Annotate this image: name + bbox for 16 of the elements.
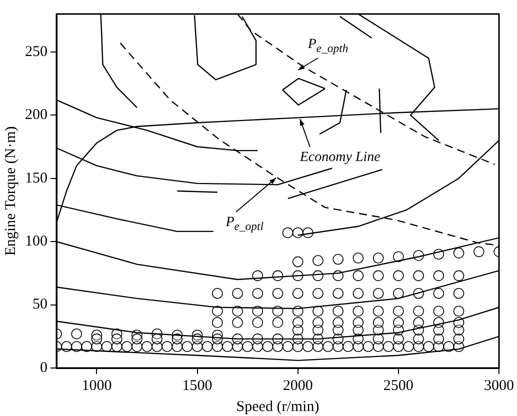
y-tick-label: 0 [40, 360, 48, 376]
x-tick-label: 1500 [182, 378, 212, 394]
y-tick-label: 200 [25, 107, 48, 124]
x-axis-title: Speed (r/min) [236, 398, 320, 415]
y-tick-label: 50 [32, 296, 48, 313]
y-tick-label: 150 [25, 170, 48, 186]
x-tick-label: 2000 [282, 378, 313, 394]
annotation: P$_{e_opth}$ [308, 36, 348, 56]
x-tick-label: 1000 [82, 378, 112, 394]
x-tick-label: 2500 [383, 378, 414, 394]
annotation: P$_{e_optl}$ [226, 214, 264, 236]
x-tick-label: 3000 [484, 378, 514, 394]
y-axis-title: Engine Torque (N·m) [2, 126, 19, 256]
annotation: Economy Line [300, 148, 380, 167]
y-tick-label: 100 [25, 234, 48, 250]
y-tick-label: 250 [25, 44, 48, 60]
